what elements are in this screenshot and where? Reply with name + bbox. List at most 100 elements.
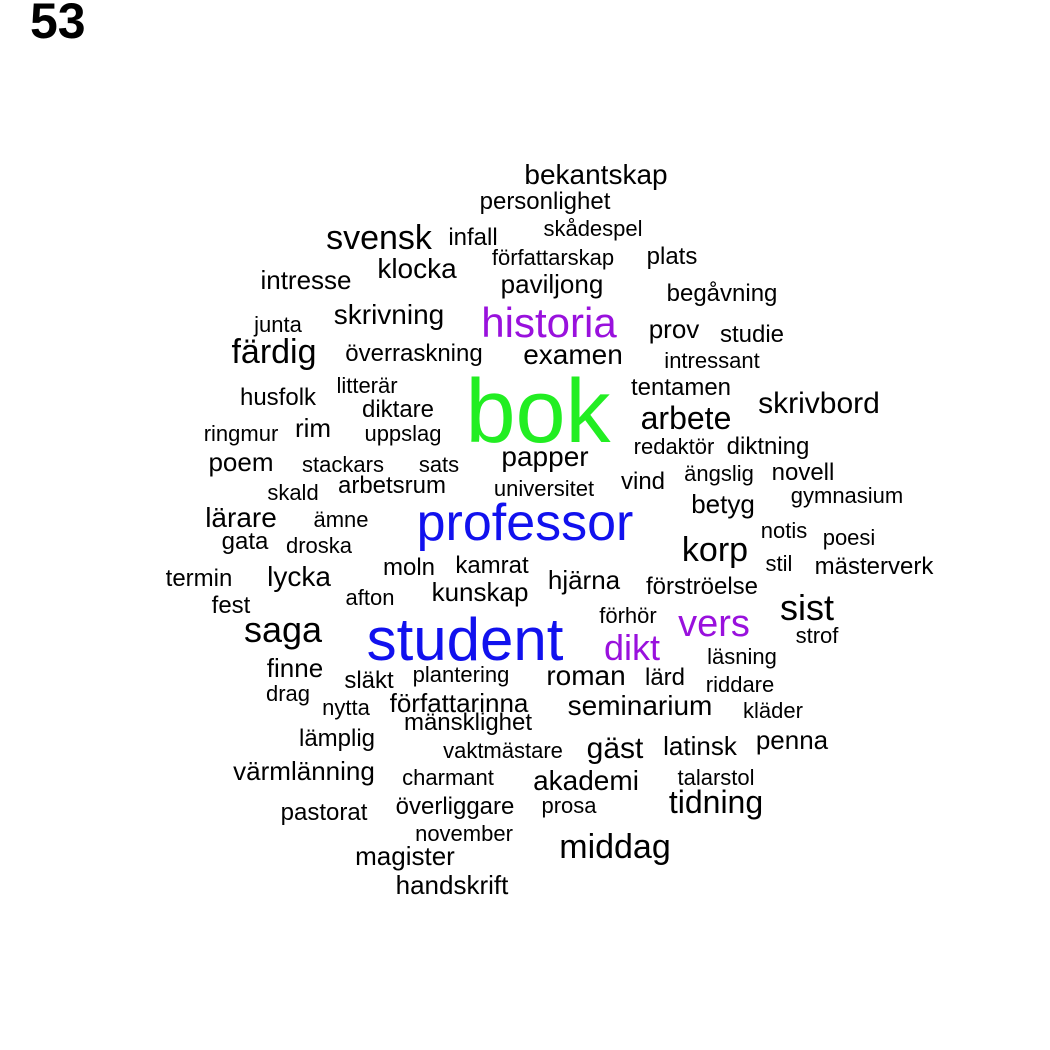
word-skrivning: skrivning	[333, 299, 445, 330]
word-seminarium: seminarium	[567, 690, 713, 721]
word-personlighet: personlighet	[479, 188, 611, 215]
word-masterverk: mästerverk	[814, 553, 934, 580]
word-charmant: charmant	[402, 765, 494, 790]
word-lamplig: lämplig	[298, 725, 376, 752]
word-sist: sist	[780, 587, 834, 628]
word-skadespel: skådespel	[543, 216, 643, 241]
word-slakt: släkt	[344, 667, 394, 694]
word-klocka: klocka	[377, 253, 457, 284]
word-angslig: ängslig	[684, 461, 754, 486]
word-examen: examen	[523, 339, 623, 370]
word-penna: penna	[755, 725, 829, 755]
word-notis: notis	[760, 518, 808, 543]
word-roman: roman	[546, 660, 626, 691]
word-latinsk: latinsk	[663, 731, 737, 761]
word-sats: sats	[418, 452, 460, 477]
word-amne: ämne	[313, 507, 369, 532]
word-fest: fest	[211, 592, 251, 619]
word-gymnasium: gymnasium	[790, 483, 904, 508]
word-lard: lärd	[644, 664, 686, 691]
word-tentamen: tentamen	[630, 374, 732, 401]
word-vaktmastare: vaktmästare	[443, 738, 563, 763]
word-intresse: intresse	[260, 265, 352, 295]
word-plantering: plantering	[412, 662, 510, 687]
word-forhor: förhör	[599, 603, 657, 628]
word-kunskap: kunskap	[431, 577, 529, 607]
word-betyg: betyg	[691, 489, 755, 519]
word-bekantskap: bekantskap	[524, 159, 668, 190]
word-skrivbord: skrivbord	[758, 387, 880, 420]
word-stil: stil	[765, 551, 793, 576]
word-larare: lärare	[205, 502, 277, 533]
word-afton: afton	[345, 585, 395, 610]
word-poem: poem	[208, 447, 274, 477]
word-drag: drag	[265, 681, 311, 706]
word-ringmur: ringmur	[203, 421, 279, 446]
word-middag: middag	[559, 828, 671, 866]
word-gast: gäst	[586, 732, 644, 765]
word-korp: korp	[681, 531, 749, 569]
word-fardig: färdig	[231, 333, 317, 371]
word-forfattarskap: författarskap	[491, 245, 615, 270]
word-historia: historia	[481, 299, 617, 346]
word-papper: papper	[501, 441, 589, 472]
word-plats: plats	[646, 243, 698, 270]
word-arbete: arbete	[640, 400, 732, 436]
word-nytta: nytta	[322, 695, 370, 720]
word-diktare: diktare	[361, 396, 435, 423]
word-gata: gata	[221, 528, 269, 555]
word-november: november	[415, 821, 513, 846]
word-poesi: poesi	[822, 525, 876, 550]
word-husfolk: husfolk	[239, 384, 317, 411]
word-universitet: universitet	[493, 476, 595, 501]
word-saga: saga	[243, 609, 323, 650]
word-strof: strof	[795, 623, 839, 648]
word-klader: kläder	[743, 698, 803, 723]
word-finne: finne	[266, 653, 324, 683]
word-handskrift: handskrift	[395, 870, 509, 900]
word-tidning: tidning	[668, 784, 764, 820]
word-vers: vers	[678, 603, 750, 645]
word-lycka: lycka	[267, 561, 331, 592]
word-intressant: intressant	[664, 348, 760, 373]
word-overraskning: överraskning	[345, 340, 483, 367]
word-infall: infall	[448, 224, 498, 251]
word-vind: vind	[620, 468, 666, 495]
word-rim: rim	[294, 413, 332, 443]
word-riddare: riddare	[705, 672, 775, 697]
word-dikt: dikt	[603, 627, 661, 668]
word-mansklighet: mänsklighet	[403, 709, 533, 736]
word-litterar: litterär	[336, 373, 398, 398]
word-redaktor: redaktör	[633, 434, 715, 459]
word-begavning: begåvning	[666, 280, 778, 307]
panel-number: 53	[30, 0, 86, 49]
word-novell: novell	[771, 459, 835, 486]
word-professor: professor	[416, 494, 634, 552]
word-droska: droska	[285, 533, 353, 558]
word-hjarna: hjärna	[547, 565, 621, 595]
word-moln: moln	[382, 554, 436, 581]
word-varmlanning: värmlänning	[233, 756, 375, 786]
word-uppslag: uppslag	[364, 421, 442, 446]
word-arbetsrum: arbetsrum	[337, 472, 447, 499]
word-forfattarinna: författarinna	[389, 688, 529, 718]
word-akademi: akademi	[533, 765, 639, 796]
word-forstroelse: förströelse	[645, 573, 759, 600]
word-termin: termin	[165, 565, 233, 592]
word-lasning: läsning	[707, 644, 777, 669]
word-pastorat: pastorat	[280, 799, 368, 826]
word-overliggare: överliggare	[395, 793, 515, 820]
word-prov: prov	[648, 314, 700, 344]
word-paviljong: paviljong	[500, 269, 604, 299]
word-stackars: stackars	[302, 452, 384, 477]
word-talarstol: talarstol	[677, 765, 755, 790]
word-diktning: diktning	[726, 433, 810, 460]
word-skald: skald	[267, 480, 319, 505]
word-prosa: prosa	[541, 793, 597, 818]
word-student: student	[366, 606, 564, 673]
word-studie: studie	[719, 321, 785, 348]
word-junta: junta	[254, 312, 302, 337]
word-svensk: svensk	[326, 219, 432, 257]
word-magister: magister	[355, 841, 455, 871]
